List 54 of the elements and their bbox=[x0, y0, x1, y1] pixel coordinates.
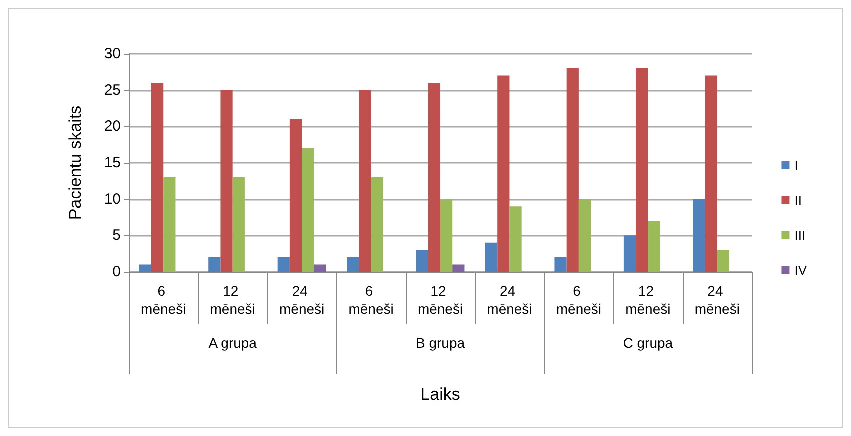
x-tick-label: 6 mēneši bbox=[348, 283, 394, 317]
bar bbox=[693, 199, 706, 272]
bar bbox=[485, 242, 498, 272]
bar bbox=[624, 236, 636, 272]
bar bbox=[428, 83, 440, 272]
bar bbox=[371, 178, 384, 272]
bar bbox=[578, 199, 592, 272]
y-tick-label: 10 bbox=[104, 190, 121, 208]
legend-label: I bbox=[794, 158, 798, 173]
legend-label: II bbox=[794, 193, 802, 208]
x-tick-label: 24 mēneši bbox=[694, 283, 740, 317]
x-tick-label: 24 mēneši bbox=[487, 283, 532, 317]
bar bbox=[151, 83, 164, 272]
x-tick-label: 12 mēneši bbox=[626, 283, 671, 317]
y-tick-label: 30 bbox=[104, 46, 121, 62]
y-tick-label: 0 bbox=[112, 264, 121, 280]
bar bbox=[440, 199, 453, 272]
bar bbox=[416, 250, 428, 272]
bar bbox=[452, 264, 465, 272]
x-axis-title: Laiks bbox=[420, 385, 460, 404]
bar bbox=[314, 264, 326, 272]
bar bbox=[290, 119, 302, 272]
x-tick-label: 6 mēneši bbox=[141, 283, 186, 317]
y-tick-label: 5 bbox=[112, 227, 121, 244]
bar bbox=[648, 221, 660, 272]
y-tick-label: 20 bbox=[104, 118, 121, 136]
x-tick-label: 24 mēneši bbox=[279, 283, 325, 317]
x-tick-label: 12 mēneši bbox=[210, 283, 256, 317]
bar bbox=[705, 76, 718, 272]
bar bbox=[359, 90, 372, 272]
bar bbox=[498, 76, 510, 272]
bar bbox=[208, 257, 221, 272]
bar bbox=[139, 264, 152, 272]
bar bbox=[347, 257, 360, 272]
bar bbox=[232, 178, 245, 272]
y-tick-label: 25 bbox=[104, 82, 121, 99]
y-axis-title: Pacientu skaits bbox=[66, 106, 85, 220]
text: A grupa bbox=[208, 335, 258, 351]
bar bbox=[220, 90, 233, 272]
bar bbox=[636, 68, 648, 272]
legend-label: III bbox=[794, 228, 806, 243]
bar bbox=[302, 148, 314, 272]
bar bbox=[510, 206, 522, 272]
y-tick-label: 15 bbox=[104, 154, 121, 172]
x-tick-label: 6 mēneši bbox=[556, 283, 602, 317]
text: B grupa bbox=[416, 335, 466, 351]
bar bbox=[164, 178, 176, 272]
legend-label: IV bbox=[794, 263, 808, 278]
bar bbox=[717, 250, 730, 272]
bar bbox=[554, 257, 567, 272]
text: C grupa bbox=[623, 335, 674, 351]
bar bbox=[566, 68, 579, 272]
bar bbox=[278, 257, 290, 272]
x-tick-label: 12 mēneši bbox=[418, 283, 464, 317]
